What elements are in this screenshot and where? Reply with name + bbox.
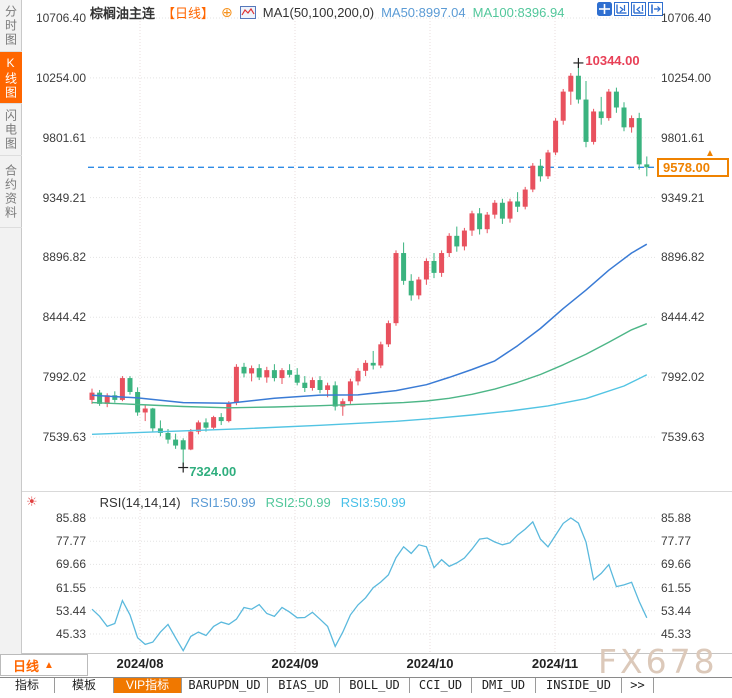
ma100-value: MA100:8396.94 <box>472 4 565 20</box>
toolbar-item-4[interactable]: BIAS_UD <box>268 678 340 693</box>
price-tick-label: 8444.42 <box>661 310 705 325</box>
rsi-tick-label: 45.33 <box>661 627 692 641</box>
sidebar-tab-2[interactable]: 闪电图 <box>0 104 22 156</box>
shift-right-icon[interactable] <box>648 2 663 16</box>
rsi-tick-label: 53.44 <box>55 603 86 618</box>
rsi-panel-header: ☀ RSI(14,14,14) RSI1:50.99 RSI2:50.99 RS… <box>26 494 406 510</box>
last-price-marker: ▲ 9578.00 <box>657 148 729 178</box>
sidebar-tab-1[interactable]: K线图 <box>0 52 22 104</box>
time-tick-label: 2024/11 <box>531 656 579 671</box>
compress-left-icon[interactable] <box>614 2 629 16</box>
rsi-tick-label: 53.44 <box>661 603 692 618</box>
rsi-tick-label: 77.77 <box>661 534 692 549</box>
period-dropdown-arrow-icon: ▲ <box>44 659 54 671</box>
sidebar-tab-0[interactable]: 分时图 <box>0 0 22 52</box>
rsi3-value: RSI3:50.99 <box>340 494 406 510</box>
toolbar-item-8[interactable]: INSIDE_UD <box>536 678 622 693</box>
watermark: FX678 <box>598 642 718 681</box>
ma50-value: MA50:8997.04 <box>381 4 466 20</box>
price-tick-label: 8896.82 <box>42 250 86 265</box>
compress-right-icon[interactable] <box>631 2 646 16</box>
indicator-toolbar: 指标 模板 VIP指标 BARUPDN_UD BIAS_UD BOLL_UD CCI_UD D… <box>0 677 732 693</box>
rsi1-value: RSI1:50.99 <box>190 494 256 510</box>
toolbar-item-1[interactable]: 模板 <box>55 678 114 693</box>
rsi-tick-label: 61.55 <box>661 580 692 595</box>
price-tick-label: 9801.61 <box>661 130 705 145</box>
toolbar-item-9[interactable]: >> <box>622 678 654 693</box>
period-tag: 【日线】 <box>162 5 215 21</box>
toolbar-item-7[interactable]: DMI_UD <box>472 678 536 693</box>
price-tick-label: 9349.21 <box>661 190 705 205</box>
high-price-annotation: 10344.00 <box>585 52 640 68</box>
ma-settings-label: MA1(50,100,200,0) <box>262 4 375 20</box>
rsi-tick-label: 85.88 <box>661 511 692 525</box>
line-chart-icon[interactable] <box>239 5 256 19</box>
last-price-value: 9578.00 <box>657 158 729 178</box>
time-tick-label: 2024/08 <box>116 656 164 671</box>
rsi2-value: RSI2:50.99 <box>265 494 331 510</box>
chart-header: 棕榈油主连 【日线】 ⊕ MA1(50,100,200,0) MA50:8997… <box>90 3 564 21</box>
toolbar-item-5[interactable]: BOLL_UD <box>340 678 410 693</box>
rsi-tick-label: 69.66 <box>55 557 86 572</box>
symbol-name: 棕榈油主连 <box>90 5 156 21</box>
rsi-tick-label: 45.33 <box>55 627 86 641</box>
low-price-annotation: 7324.00 <box>189 463 237 479</box>
price-tick-label: 7539.63 <box>42 430 86 444</box>
rsi-tick-label: 77.77 <box>55 534 86 549</box>
rsi-title: RSI(14,14,14) <box>99 494 181 510</box>
price-up-arrow-icon: ▲ <box>705 148 715 160</box>
price-tick-label: 7539.63 <box>661 430 705 444</box>
price-tick-label: 10254.00 <box>35 70 86 85</box>
price-tick-label: 10706.40 <box>35 11 86 25</box>
indicator-settings-sun-icon[interactable]: ☀ <box>26 494 38 509</box>
price-tick-label: 10706.40 <box>661 11 712 25</box>
price-tick-label: 8444.42 <box>42 310 86 325</box>
time-tick-label: 2024/10 <box>406 656 454 671</box>
price-tick-label: 10254.00 <box>661 70 712 85</box>
toolbar-item-2[interactable]: VIP指标 <box>114 678 182 693</box>
sidebar-tab-3[interactable]: 合约资料 <box>0 156 22 228</box>
period-label: 日线 <box>13 658 40 674</box>
price-tick-label: 9801.61 <box>42 130 86 145</box>
price-tick-label: 7992.02 <box>661 370 705 385</box>
time-tick-label: 2024/09 <box>271 656 319 671</box>
toolbar-item-0[interactable]: 指标 <box>0 678 55 693</box>
price-tick-label: 9349.21 <box>42 190 86 205</box>
price-tick-label: 7992.02 <box>42 370 86 385</box>
toolbar-item-6[interactable]: CCI_UD <box>410 678 472 693</box>
chart-type-sidebar: 分时图 K线图 闪电图 合约资料 <box>0 0 22 654</box>
pan-crosshair-icon[interactable] <box>597 2 612 16</box>
rsi-tick-label: 69.66 <box>661 557 692 572</box>
rsi-tick-label: 61.55 <box>55 580 86 595</box>
price-tick-label: 8896.82 <box>661 250 705 265</box>
period-selector[interactable]: 日线 ▲ <box>0 654 88 676</box>
rsi-tick-label: 85.88 <box>55 511 86 525</box>
chart-tool-icons <box>597 2 663 16</box>
circle-plus-icon[interactable]: ⊕ <box>221 4 233 20</box>
toolbar-item-3[interactable]: BARUPDN_UD <box>182 678 268 693</box>
